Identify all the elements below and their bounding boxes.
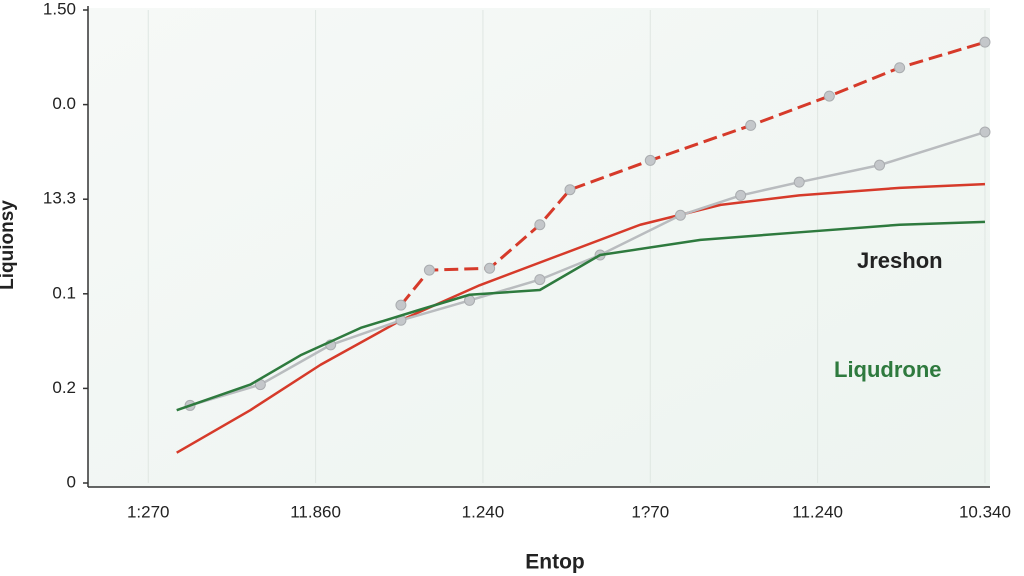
y-tick-label: 0.0 <box>52 94 76 113</box>
marker <box>564 184 576 196</box>
marker <box>979 36 991 48</box>
y-tick-label: 0 <box>67 472 76 491</box>
marker <box>894 62 906 74</box>
y-tick-label: 13.3 <box>43 189 76 208</box>
y-axis-label: Liquionsy <box>0 200 18 290</box>
y-tick-label: 0.1 <box>52 283 76 302</box>
x-axis-label: Entop <box>525 551 584 574</box>
marker <box>534 219 546 231</box>
annotation: Liqudrone <box>834 357 942 382</box>
marker <box>979 126 991 138</box>
marker <box>793 176 805 188</box>
x-tick-label: 10.340 <box>959 502 1011 521</box>
marker <box>423 264 435 276</box>
marker <box>735 189 747 201</box>
marker <box>674 209 686 221</box>
marker <box>484 262 496 274</box>
x-tick-label: 11.860 <box>290 502 341 521</box>
x-tick-label: 1:270 <box>127 502 170 521</box>
plot-area <box>88 8 990 487</box>
marker <box>823 90 835 102</box>
series-line <box>176 182 986 454</box>
series-line <box>399 40 986 307</box>
y-tick-label: 0.2 <box>52 378 76 397</box>
x-tick-label: 1?70 <box>631 502 669 521</box>
series-line <box>176 220 986 412</box>
x-tick-label: 1.240 <box>462 502 505 521</box>
y-tick-label: 1.50 <box>43 0 76 18</box>
marker <box>395 299 407 311</box>
marker <box>745 119 757 131</box>
series-line <box>189 130 986 407</box>
annotation: Jreshon <box>857 248 943 273</box>
marker <box>874 159 886 171</box>
marker <box>644 154 656 166</box>
marker <box>534 274 546 286</box>
x-tick-label: 11.240 <box>792 502 843 521</box>
